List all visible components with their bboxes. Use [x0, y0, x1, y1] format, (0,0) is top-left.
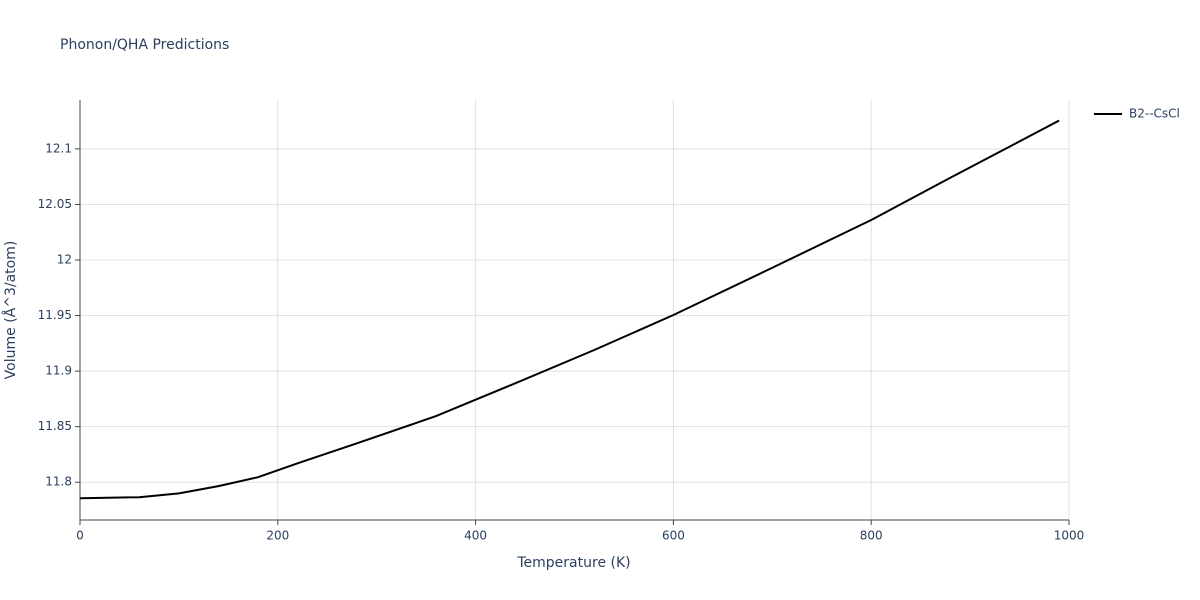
- y-axis-label: Volume (Å^3/atom): [2, 241, 19, 380]
- x-tick-label: 600: [662, 529, 685, 543]
- y-tick-label: 12.05: [38, 197, 72, 211]
- x-axis-label: Temperature (K): [516, 555, 630, 571]
- y-tick-label: 11.85: [38, 419, 72, 433]
- x-tick-label: 800: [860, 529, 883, 543]
- y-tick-label: 11.9: [45, 364, 72, 378]
- y-tick-label: 12.1: [45, 141, 72, 155]
- y-tick-label: 12: [57, 253, 72, 267]
- x-tick-label: 200: [266, 529, 289, 543]
- y-tick-label: 11.8: [45, 475, 72, 489]
- x-tick-label: 1000: [1054, 529, 1085, 543]
- y-tick-label: 11.95: [38, 308, 72, 322]
- x-tick-label: 400: [464, 529, 487, 543]
- legend-label: B2--CsCl: [1129, 107, 1180, 121]
- chart-title: Phonon/QHA Predictions: [60, 37, 229, 53]
- line: [79, 119, 1060, 500]
- x-tick-label: 0: [76, 529, 84, 543]
